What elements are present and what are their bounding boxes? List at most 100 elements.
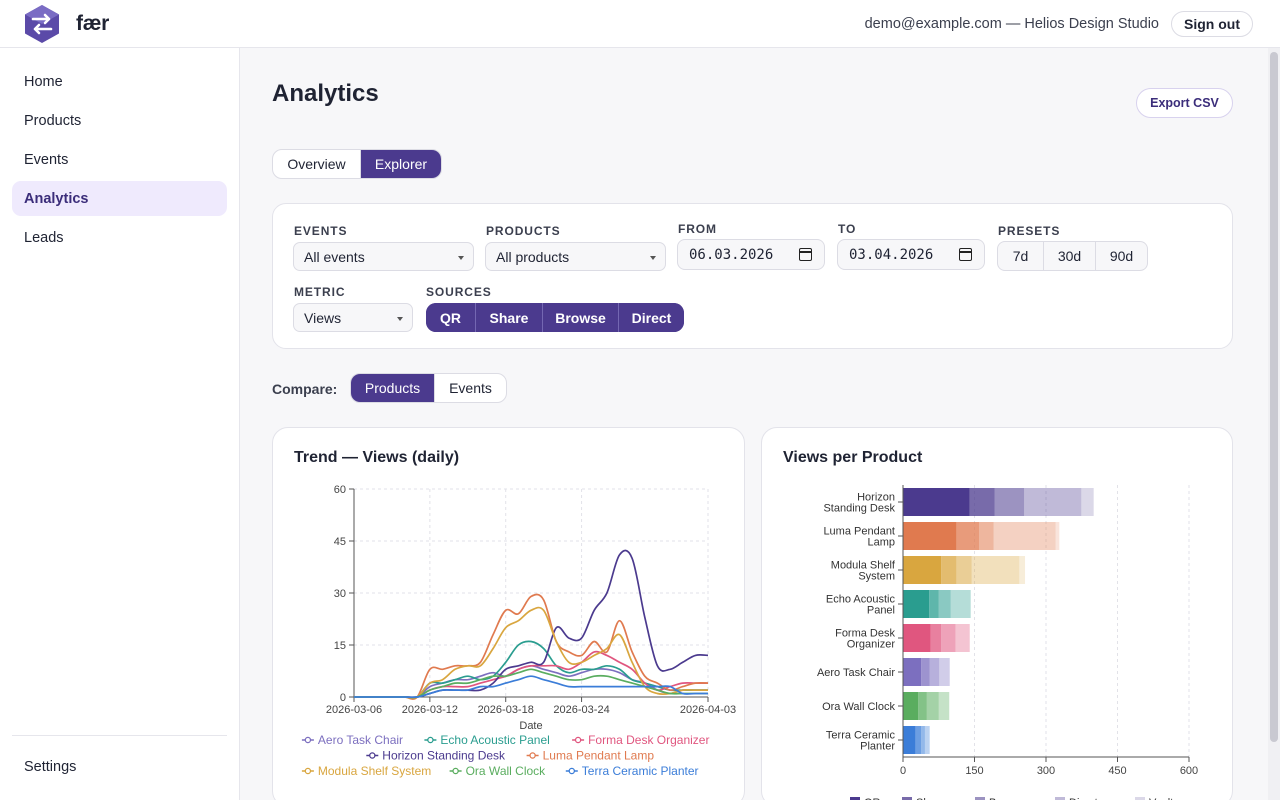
- compare-events-option[interactable]: Events: [434, 374, 506, 402]
- sidebar-item-analytics[interactable]: Analytics: [12, 181, 227, 216]
- legend-label: Echo Acoustic Panel: [440, 733, 549, 747]
- products-select-value: All products: [496, 248, 570, 265]
- category-label: Organizer: [847, 639, 896, 651]
- x-tick-label: 0: [900, 765, 906, 777]
- account-info: demo@example.com — Helios Design Studio: [864, 15, 1159, 32]
- sidebar-item-settings[interactable]: Settings: [24, 758, 77, 775]
- chevron-down-icon: [397, 317, 403, 321]
- bar-segment: [971, 556, 1020, 584]
- series-line: [354, 606, 708, 699]
- bar-segment: [969, 488, 995, 516]
- series-line: [354, 549, 709, 699]
- sidebar-item-leads[interactable]: Leads: [24, 229, 64, 246]
- legend-marker: [427, 736, 434, 744]
- legend-label: Modula Shelf System: [318, 764, 431, 778]
- legend-marker: [568, 767, 576, 775]
- metric-select[interactable]: Views: [293, 303, 413, 332]
- to-date-input[interactable]: 03.04.2026: [837, 239, 985, 270]
- legend-label: Horizon Standing Desk: [382, 749, 506, 763]
- source-browse-toggle[interactable]: Browse: [542, 303, 618, 332]
- legend-label: Browse: [989, 797, 1026, 800]
- metric-select-value: Views: [304, 309, 342, 326]
- compare-label: Compare:: [272, 381, 338, 397]
- calendar-icon[interactable]: [959, 248, 972, 261]
- tab-explorer[interactable]: Explorer: [360, 150, 441, 178]
- page-title: Analytics: [272, 80, 379, 107]
- chevron-down-icon: [650, 256, 656, 260]
- legend-marker: [304, 736, 312, 744]
- category-label: Panel: [867, 605, 895, 617]
- bar-segment: [918, 692, 927, 720]
- bar-segment: [979, 522, 994, 550]
- bar-segment: [938, 692, 950, 720]
- source-direct-toggle[interactable]: Direct: [618, 303, 684, 332]
- sidebar: Home Products Events Analytics Leads Set…: [0, 48, 240, 800]
- legend-label: Vault: [1149, 797, 1173, 800]
- category-label: Forma Desk: [835, 628, 895, 640]
- y-tick-label: 30: [334, 588, 346, 600]
- x-axis-label: Date: [519, 720, 542, 732]
- legend-swatch: [1135, 797, 1145, 800]
- bar-segment: [924, 726, 930, 754]
- category-label: Planter: [860, 741, 895, 753]
- trend-chart-card: Trend — Views (daily) Date 0 15 30 45 60 2026…: [272, 427, 745, 800]
- sidebar-item-home[interactable]: Home: [24, 73, 63, 90]
- bar-segment: [930, 624, 942, 652]
- tab-overview[interactable]: Overview: [287, 156, 346, 172]
- x-tick-label: 600: [1180, 765, 1198, 777]
- sign-out-button[interactable]: Sign out: [1171, 10, 1253, 37]
- brand[interactable]: fær: [0, 4, 109, 44]
- x-tick-label: 2026-03-18: [478, 704, 534, 716]
- legend-marker: [529, 752, 536, 759]
- products-select[interactable]: All products: [485, 242, 666, 271]
- preset-90d-button[interactable]: 90d: [1095, 242, 1147, 270]
- calendar-icon[interactable]: [799, 248, 812, 261]
- preset-7d-button[interactable]: 7d: [1012, 248, 1029, 264]
- bar-segment: [921, 726, 925, 754]
- category-label: Echo Acoustic: [826, 594, 896, 606]
- chevron-down-icon: [458, 256, 464, 260]
- category-label: Horizon: [857, 492, 895, 504]
- brand-name: fær: [76, 11, 109, 35]
- bar-segment: [955, 624, 970, 652]
- scrollbar-thumb[interactable]: [1270, 52, 1278, 742]
- from-date-value: 06.03.2026: [689, 246, 774, 263]
- sidebar-item-products[interactable]: Products: [24, 112, 82, 129]
- preset-30d-button[interactable]: 30d: [1043, 242, 1095, 270]
- source-share-toggle[interactable]: Share: [475, 303, 542, 332]
- page-scrollbar[interactable]: [1268, 48, 1280, 800]
- trend-chart: Date 0 15 30 45 60 2026-03-06 2026-03-12 2026-0…: [301, 484, 736, 778]
- from-label: FROM: [678, 222, 717, 236]
- bar-segment: [926, 692, 939, 720]
- x-tick-label: 2026-04-03: [680, 704, 736, 716]
- legend-label: QR: [864, 797, 881, 800]
- sources-label: SOURCES: [426, 285, 492, 299]
- bar-segment: [921, 658, 930, 686]
- y-tick-label: 0: [340, 692, 346, 704]
- category-label: Lamp: [867, 537, 895, 549]
- export-csv-button[interactable]: Export CSV: [1136, 88, 1233, 118]
- sidebar-item-events[interactable]: Events: [24, 151, 69, 168]
- bar-segment: [903, 726, 916, 754]
- series-line: [354, 593, 709, 700]
- legend-swatch: [975, 797, 985, 800]
- compare-toggle: Products Events: [350, 373, 507, 403]
- legend-label: Ora Wall Clock: [466, 764, 547, 778]
- top-bar: fær demo@example.com — Helios Design Stu…: [0, 0, 1280, 48]
- bar-segment: [903, 488, 970, 516]
- bar-segment: [929, 658, 940, 686]
- events-select[interactable]: All events: [293, 242, 474, 271]
- compare-products-option[interactable]: Products: [351, 374, 434, 402]
- metric-label: METRIC: [294, 285, 346, 299]
- source-qr-toggle[interactable]: QR: [426, 303, 475, 332]
- events-select-value: All events: [304, 248, 365, 265]
- x-tick-label: 300: [1037, 765, 1055, 777]
- bar-segment: [1055, 522, 1060, 550]
- bar-segment: [903, 556, 942, 584]
- bar-segment: [956, 556, 972, 584]
- x-tick-label: 450: [1108, 765, 1126, 777]
- bar-segment: [903, 658, 922, 686]
- bar-segment: [903, 590, 930, 618]
- from-date-input[interactable]: 06.03.2026: [677, 239, 825, 270]
